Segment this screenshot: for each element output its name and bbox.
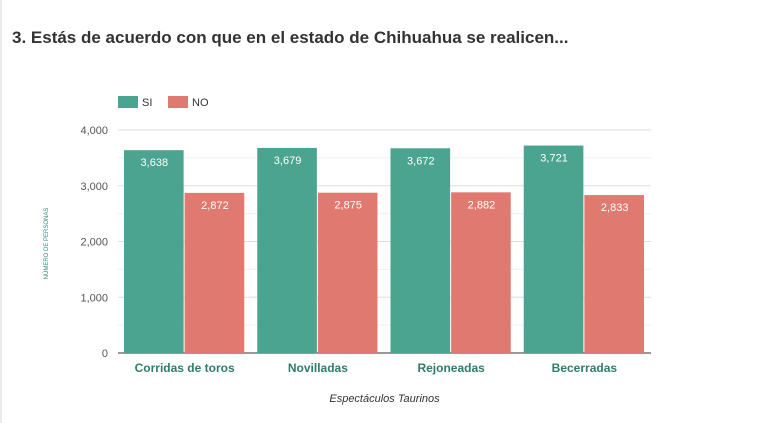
category-label: Becerradas xyxy=(552,361,618,375)
y-tick-label: 0 xyxy=(102,348,108,360)
data-label: 2,833 xyxy=(601,202,629,214)
category-label: Corridas de toros xyxy=(135,361,235,375)
data-label: 2,882 xyxy=(468,199,496,211)
bar-no xyxy=(317,192,378,353)
y-tick-label: 4,000 xyxy=(80,125,108,137)
y-axis-label: NÚMERO DE PERSONAS xyxy=(43,208,50,280)
data-label: 3,638 xyxy=(141,157,169,169)
y-axis-ticks: 0 1,000 2,000 3,000 4,000 xyxy=(80,125,108,360)
bar-si xyxy=(257,147,317,353)
legend-swatch xyxy=(168,96,188,108)
bar-no xyxy=(584,195,644,353)
y-tick-label: 2,000 xyxy=(80,237,108,249)
bar-no xyxy=(184,192,245,353)
data-label: 3,679 xyxy=(274,155,302,167)
x-axis-label: Espectáculos Taurinos xyxy=(329,393,440,405)
chart-title: 3. Estás de acuerdo con que en el estado… xyxy=(12,28,569,47)
legend-label: NO xyxy=(192,97,209,109)
bar-no xyxy=(451,192,511,353)
bar-si xyxy=(124,150,184,353)
bar-si xyxy=(523,145,584,353)
data-label: 2,872 xyxy=(201,200,229,212)
data-label: 2,875 xyxy=(334,200,362,212)
legend: SI NO xyxy=(118,96,209,109)
data-label: 3,721 xyxy=(540,153,568,165)
bar-si xyxy=(390,148,451,353)
category-label: Rejoneadas xyxy=(417,361,485,375)
left-border xyxy=(0,0,2,423)
data-label: 3,672 xyxy=(407,155,435,167)
legend-label: SI xyxy=(142,97,152,109)
y-tick-label: 3,000 xyxy=(80,181,108,193)
x-axis-ticks: Corridas de toros Novilladas Rejoneadas Bec… xyxy=(135,361,618,375)
y-tick-label: 1,000 xyxy=(80,292,108,304)
category-label: Novilladas xyxy=(288,361,348,375)
bars: 3,638 2,872 3,679 2,875 3,672 2,882 3,721 2,833 xyxy=(124,145,644,353)
legend-swatch xyxy=(118,96,138,108)
